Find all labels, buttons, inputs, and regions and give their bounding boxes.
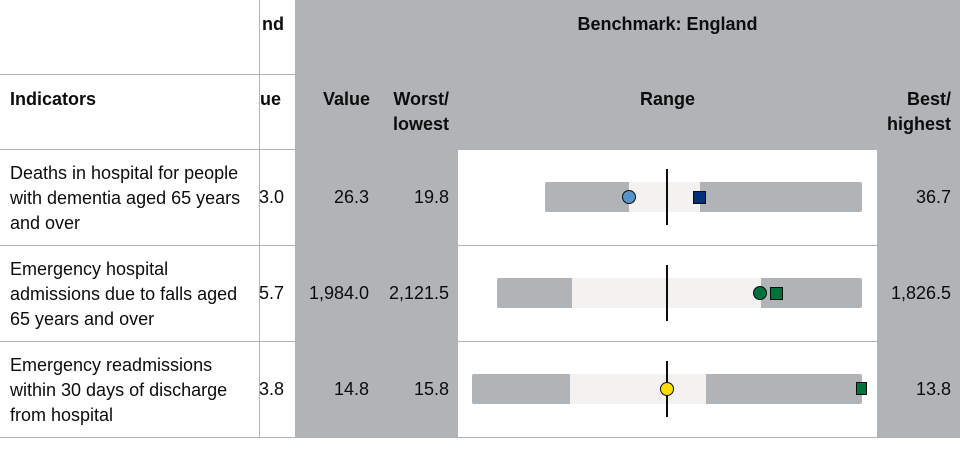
range-header: Range [639, 89, 695, 109]
range-row-divider-1 [458, 245, 877, 246]
worst-value: 15.8 [413, 379, 449, 399]
area-value: 1,984.0 [308, 283, 369, 303]
benchmark-panel-top [458, 0, 877, 149]
worst-lowest-header: Worst/ lowest [392, 89, 449, 134]
header-divider [0, 74, 295, 75]
benchmark-panel-right [877, 0, 960, 437]
row-divider-1 [0, 149, 960, 150]
benchmark-line [666, 265, 668, 321]
benchmark-line [666, 169, 668, 225]
value-header: Value [322, 89, 370, 109]
best-value: 1,826.5 [890, 283, 951, 303]
best-value: 36.7 [915, 187, 951, 207]
england-header-clipped: nd [262, 14, 284, 34]
table-bottom [0, 437, 960, 438]
area-value-circle-icon [622, 190, 636, 204]
range-bar-interquartile [570, 374, 706, 404]
range-bar-interquartile [629, 182, 700, 212]
england-column-divider [259, 0, 260, 437]
indicator-name[interactable]: Emergency readmissions within 30 days of… [10, 355, 228, 425]
england-value-header-clipped: ue [260, 89, 282, 109]
comparator-square-icon [856, 382, 867, 395]
worst-value: 2,121.5 [388, 283, 449, 303]
comparator-square-icon [770, 287, 783, 300]
worst-value: 19.8 [413, 187, 449, 207]
benchmark-panel-left [295, 0, 458, 437]
comparator-square-icon [693, 191, 706, 204]
area-value: 26.3 [333, 187, 369, 207]
england-value-clipped: 3.8 [259, 379, 285, 399]
best-highest-header: Best/ highest [886, 89, 951, 134]
indicator-name[interactable]: Deaths in hospital for people with demen… [10, 163, 241, 233]
area-value-circle-icon [660, 382, 674, 396]
best-value: 13.8 [915, 379, 951, 399]
area-value-circle-icon [753, 286, 767, 300]
indicator-name[interactable]: Emergency hospital admissions due to fal… [10, 259, 238, 329]
range-row-divider-2 [458, 341, 877, 342]
area-value: 14.8 [333, 379, 369, 399]
england-value-clipped: 3.0 [259, 187, 285, 207]
benchmark-header: Benchmark: England [577, 14, 758, 34]
indicators-header: Indicators [10, 89, 97, 109]
england-value-clipped: 5.7 [259, 283, 285, 303]
